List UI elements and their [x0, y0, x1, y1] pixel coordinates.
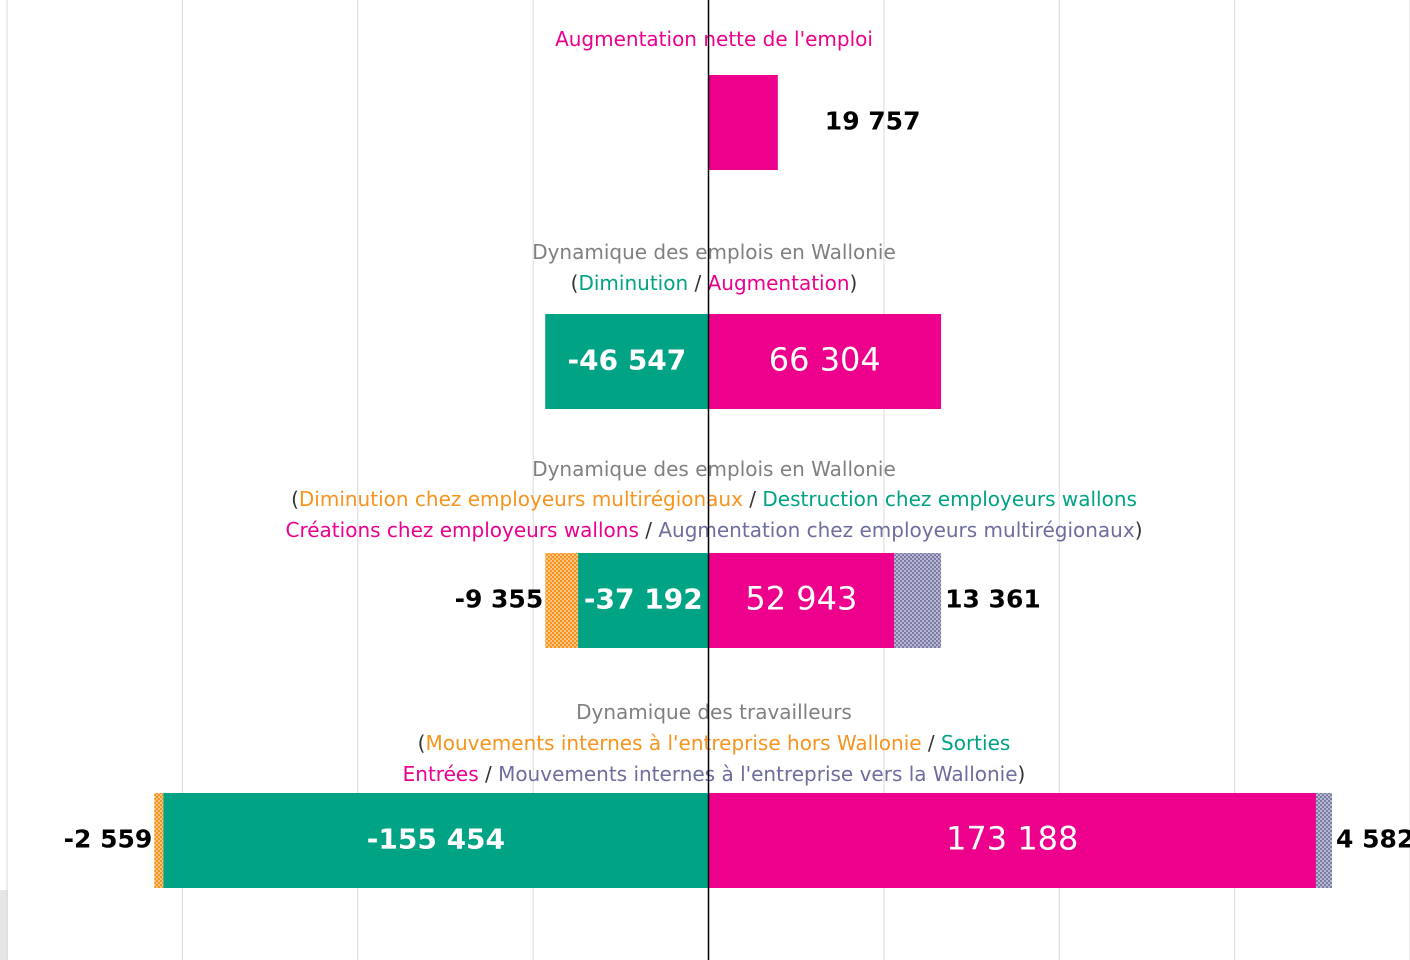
title-segment: Mouvements internes à l'entreprise hors … — [425, 731, 921, 755]
bar-segment — [708, 75, 778, 170]
row-title: (Diminution / Augmentation) — [571, 271, 858, 295]
value-label: -2 559 — [64, 825, 153, 854]
bar-segment — [708, 553, 895, 648]
bar-segment — [708, 793, 1316, 888]
value-label: 66 304 — [769, 341, 881, 379]
title-segment: Dynamique des travailleurs — [576, 700, 852, 724]
value-label: -37 192 — [584, 583, 703, 616]
title-segment: Destruction chez employeurs wallons — [762, 487, 1137, 511]
row-title: (Diminution chez employeurs multirégiona… — [291, 487, 1137, 511]
title-segment: Mouvements internes à l'entreprise vers … — [498, 762, 1017, 786]
row-title: Augmentation nette de l'emploi — [555, 27, 873, 51]
value-label: 52 943 — [745, 580, 857, 618]
title-segment: ) — [1135, 518, 1143, 542]
value-label: -9 355 — [455, 585, 544, 614]
title-segment: Entrées — [403, 762, 479, 786]
value-label: 4 582 — [1336, 825, 1410, 854]
bar-segment — [708, 314, 942, 409]
row-title: Dynamique des emplois en Wallonie — [532, 457, 896, 481]
title-segment: Diminution chez employeurs multirégionau… — [299, 487, 743, 511]
value-label: 13 361 — [945, 585, 1041, 614]
title-segment: Créations chez employeurs wallons — [286, 518, 639, 542]
title-segment: Augmentation chez employeurs multirégion… — [658, 518, 1135, 542]
title-segment: ( — [571, 271, 579, 295]
title-segment: ) — [1018, 762, 1026, 786]
title-segment: Sorties — [941, 731, 1010, 755]
row-title: Dynamique des travailleurs — [576, 700, 852, 724]
title-segment: Augmentation nette de l'emploi — [555, 27, 873, 51]
bar-segment — [545, 553, 579, 648]
row-title: (Mouvements internes à l'entreprise hors… — [418, 731, 1011, 755]
corner-box — [0, 890, 8, 960]
title-segment: / — [639, 518, 658, 542]
title-segment: ( — [291, 487, 299, 511]
value-label: -46 547 — [567, 344, 686, 377]
bar-segment — [545, 314, 709, 409]
row-title: Entrées / Mouvements internes à l'entrep… — [403, 762, 1026, 786]
title-segment: Dynamique des emplois en Wallonie — [532, 240, 896, 264]
bar-segment — [154, 793, 164, 888]
title-segment: Diminution — [578, 271, 688, 295]
value-label: 173 188 — [946, 820, 1078, 858]
bar-segment — [163, 793, 709, 888]
value-label: 19 757 — [825, 107, 921, 136]
value-label: -155 454 — [367, 823, 505, 856]
title-segment: Dynamique des emplois en Wallonie — [532, 457, 896, 481]
title-segment: / — [922, 731, 941, 755]
bar-segment — [1315, 793, 1333, 888]
row-title: Dynamique des emplois en Wallonie — [532, 240, 896, 264]
bar-segment — [894, 553, 942, 648]
title-segment: Augmentation — [708, 271, 850, 295]
title-segment: ( — [418, 731, 426, 755]
row-title: Créations chez employeurs wallons / Augm… — [286, 518, 1143, 542]
title-segment: / — [688, 271, 707, 295]
title-segment: ) — [850, 271, 858, 295]
title-segment: / — [743, 487, 762, 511]
bar-segment — [578, 553, 709, 648]
title-segment: / — [479, 762, 498, 786]
